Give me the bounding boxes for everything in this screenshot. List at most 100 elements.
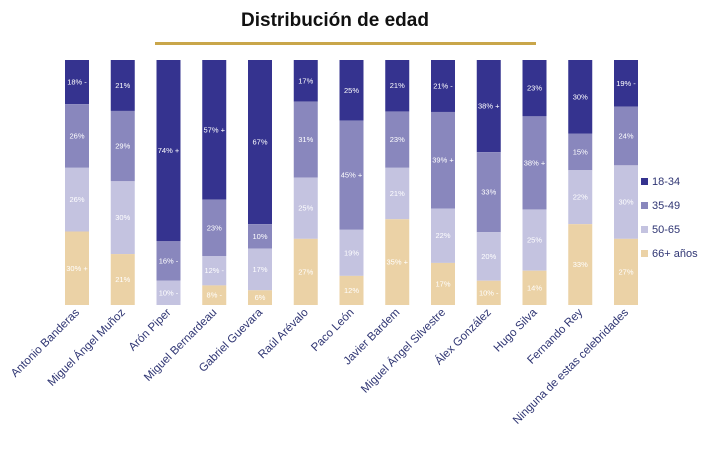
bar-segment-miguel-angel-munoz-66-anos: [110, 254, 135, 305]
data-label: 23%: [390, 135, 405, 144]
data-label: 17%: [252, 265, 267, 274]
bar-segment-miguel-angel-munoz-50-65: [110, 181, 135, 255]
data-label: 21% -: [433, 81, 453, 90]
category-label: Paco León: [309, 307, 356, 354]
data-label: 14%: [527, 283, 542, 292]
data-label: 30%: [115, 213, 130, 222]
category-label: Miguel Ángel Muñoz: [45, 306, 128, 389]
data-label: 22%: [435, 231, 450, 240]
bar-segment-antonio-banderas-50-65: [65, 167, 89, 232]
bar-segment-gabriel-guevara-50-65: [248, 248, 272, 291]
bar-segment-miguel-bernardeau-50-65: [202, 256, 227, 286]
data-label: 57% +: [204, 125, 226, 134]
data-label: 6%: [255, 293, 266, 302]
bar-segment-aron-piper-50-65: [156, 280, 181, 305]
data-label: 18% -: [67, 78, 87, 87]
bar-segment-antonio-banderas-66-anos: [65, 231, 89, 305]
bar-segment-alex-gonzalez-35-49: [476, 152, 501, 233]
data-label: 74% +: [158, 146, 180, 155]
bar-segment-antonio-banderas-18-34: [65, 60, 89, 105]
legend-label: 18-34: [652, 176, 680, 188]
bar-segment-miguel-bernardeau-35-49: [202, 199, 227, 256]
data-label: 10% -: [479, 288, 499, 297]
legend-swatch-50-65: [641, 226, 648, 233]
data-label: 38% +: [524, 158, 546, 167]
bar-segment-alex-gonzalez-66-anos: [476, 280, 501, 305]
title-underline: [155, 42, 536, 45]
legend-swatch-18-34: [641, 178, 648, 185]
bar-segment-fernando-rey-50-65: [568, 170, 593, 225]
bar-segment-hugo-silva-18-34: [522, 60, 547, 117]
bar-segment-miguel-angel-silvestre-18-34: [431, 60, 455, 112]
bar-segment-paco-leon-18-34: [339, 60, 364, 121]
bar-segment-gabriel-guevara-66-anos: [248, 290, 272, 305]
data-label: 31%: [298, 135, 313, 144]
chart-title: Distribución de edad: [241, 10, 429, 31]
bar-segment-paco-leon-66-anos: [339, 275, 364, 305]
bar-segment-raul-arevalo-18-34: [293, 60, 318, 102]
bar-segment-javier-bardem-18-34: [385, 60, 410, 112]
legend-label: 50-65: [652, 224, 680, 236]
legend-swatch-35-49: [641, 202, 648, 209]
data-label: 24%: [618, 131, 633, 140]
bar-segment-hugo-silva-50-65: [522, 209, 547, 271]
data-label: 20%: [481, 252, 496, 261]
category-label: Arón Piper: [127, 307, 174, 354]
data-label: 30% +: [66, 264, 88, 273]
legend-label: 35-49: [652, 200, 680, 212]
bar-segment-alex-gonzalez-18-34: [476, 60, 501, 153]
bar-segment-javier-bardem-66-anos: [385, 219, 410, 305]
bar-segment-fernando-rey-18-34: [568, 60, 593, 134]
bar-segment-fernando-rey-35-49: [568, 133, 593, 171]
data-label: 39% +: [432, 156, 454, 165]
bar-segment-hugo-silva-35-49: [522, 116, 547, 210]
bar-segment-ninguna-de-estas-celebridades-35-49: [614, 106, 638, 166]
data-label: 67%: [252, 138, 267, 147]
data-label: 21%: [115, 275, 130, 284]
data-label: 22%: [573, 193, 588, 202]
data-label: 30%: [618, 198, 633, 207]
legend-swatch-66-anos: [641, 250, 648, 257]
bar-segment-miguel-bernardeau-66-anos: [202, 285, 227, 305]
bar-segment-javier-bardem-35-49: [385, 111, 410, 168]
bar-segment-ninguna-de-estas-celebridades-18-34: [614, 60, 638, 107]
category-label: Hugo Silva: [492, 306, 540, 354]
bar-segment-aron-piper-18-34: [156, 60, 181, 242]
bar-segment-miguel-bernardeau-18-34: [202, 60, 227, 200]
data-label: 17%: [298, 76, 313, 85]
bar-segment-raul-arevalo-50-65: [293, 177, 318, 239]
data-label: 25%: [344, 86, 359, 95]
data-label: 25%: [527, 236, 542, 245]
data-label: 12% -: [204, 266, 224, 275]
data-label: 10% -: [159, 288, 179, 297]
data-label: 26%: [69, 131, 84, 140]
data-label: 12%: [344, 286, 359, 295]
bar-segment-ninguna-de-estas-celebridades-66-anos: [614, 238, 638, 305]
bar-segment-hugo-silva-66-anos: [522, 270, 547, 305]
data-label: 16% -: [159, 256, 179, 265]
data-label: 25%: [298, 204, 313, 213]
data-label: 29%: [115, 142, 130, 151]
bar-segment-paco-leon-50-65: [339, 229, 364, 276]
category-label: Miguel Ángel Silvestre: [358, 306, 448, 396]
data-label: 10%: [252, 232, 267, 241]
bar-segment-ninguna-de-estas-celebridades-50-65: [614, 165, 638, 239]
data-label: 45% +: [341, 171, 363, 180]
data-label: 21%: [390, 81, 405, 90]
data-label: 21%: [390, 189, 405, 198]
bar-segment-antonio-banderas-35-49: [65, 104, 89, 168]
bar-segment-gabriel-guevara-35-49: [248, 224, 272, 249]
data-label: 15%: [573, 147, 588, 156]
bar-segment-alex-gonzalez-50-65: [476, 232, 501, 281]
data-label: 33%: [573, 260, 588, 269]
data-label: 23%: [527, 84, 542, 93]
data-label: 19%: [344, 248, 359, 257]
data-label: 17%: [435, 279, 450, 288]
bar-segment-paco-leon-35-49: [339, 120, 364, 230]
data-label: 35% +: [387, 258, 409, 267]
data-label: 30%: [573, 92, 588, 101]
data-label: 27%: [298, 267, 313, 276]
legend-label: 66+ años: [652, 248, 698, 260]
